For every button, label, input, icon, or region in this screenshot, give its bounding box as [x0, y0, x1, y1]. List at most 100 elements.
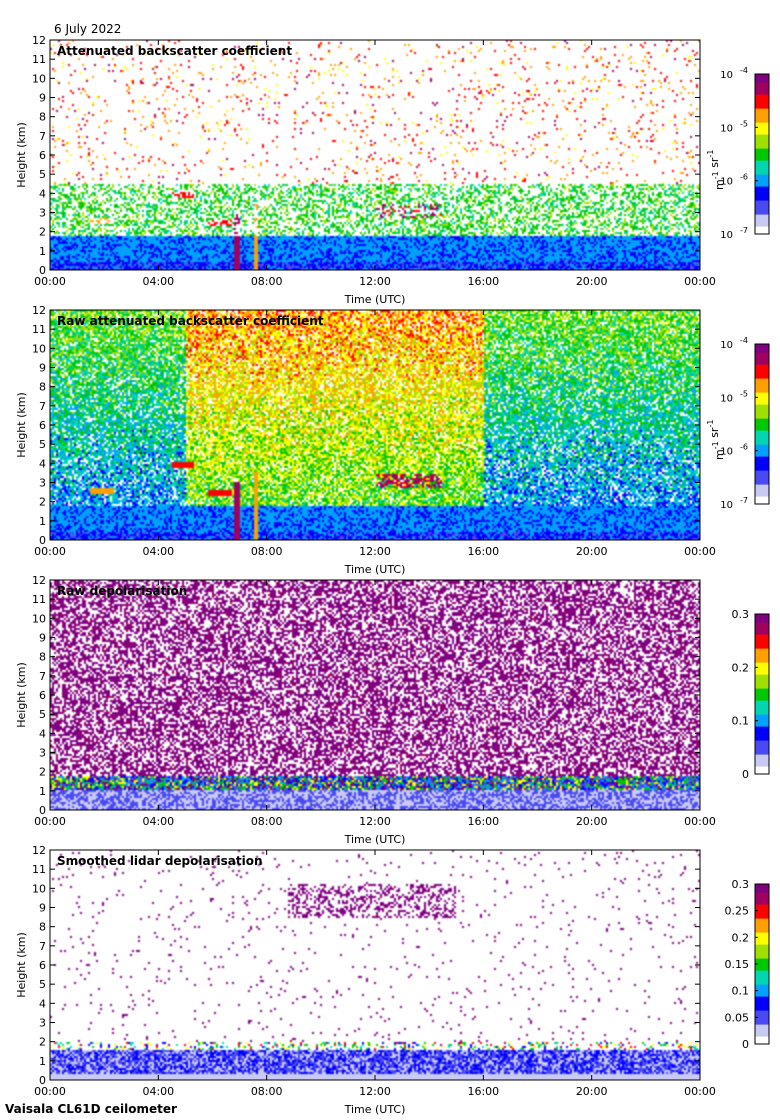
y-axis-label: Height (km): [15, 392, 28, 458]
colorbar-segment: [755, 362, 769, 365]
y-tick-label: 8: [39, 651, 46, 664]
y-tick-label: 4: [39, 187, 46, 200]
colorbar-segment: [755, 886, 769, 889]
x-tick-label: 20:00: [576, 545, 608, 558]
y-tick-label: 5: [39, 168, 46, 181]
colorbar-segment: [755, 934, 769, 937]
colorbar-segment: [755, 444, 769, 447]
colorbar-segment: [755, 752, 769, 755]
colorbar-segment: [755, 132, 769, 135]
colorbar-segment: [755, 226, 769, 229]
x-axis-label: Time (UTC): [344, 563, 406, 576]
colorbar-segment: [755, 120, 769, 123]
heatmap-image: [50, 850, 700, 1080]
colorbar-segment: [755, 620, 769, 623]
colorbar-segment: [755, 90, 769, 93]
colorbar-segment: [755, 1038, 769, 1041]
y-tick-label: 2: [39, 766, 46, 779]
colorbar-segment: [755, 902, 769, 905]
colorbar-segment: [755, 118, 769, 121]
colorbar-segment: [755, 618, 769, 621]
colorbar-segment: [755, 766, 769, 769]
colorbar-segment: [755, 446, 769, 449]
colorbar-segment: [755, 974, 769, 977]
colorbar-segment: [755, 182, 769, 185]
colorbar-segment: [755, 488, 769, 491]
colorbar-segment: [755, 192, 769, 195]
colorbar-segment: [755, 614, 769, 617]
colorbar-segment: [755, 186, 769, 189]
colorbar-segment: [755, 670, 769, 673]
colorbar-segment: [755, 984, 769, 987]
colorbar-segment: [755, 758, 769, 761]
colorbar-segment: [755, 442, 769, 445]
colorbar-segment: [755, 956, 769, 959]
y-tick-label: 0: [39, 804, 46, 817]
colorbar-segment: [755, 96, 769, 99]
colorbar-segment: [755, 972, 769, 975]
colorbar-segment: [755, 360, 769, 363]
colorbar-segment: [755, 1028, 769, 1031]
colorbar-segment: [755, 354, 769, 357]
colorbar-segment: [755, 628, 769, 631]
colorbar-segment: [755, 140, 769, 143]
colorbar-segment: [755, 396, 769, 399]
colorbar-tick-exponent: -4: [740, 336, 748, 345]
colorbar-segment: [755, 412, 769, 415]
colorbar-segment: [755, 154, 769, 157]
colorbar-tick-label: 10: [720, 230, 733, 241]
heatmap-image: [50, 310, 700, 540]
colorbar-segment: [755, 954, 769, 957]
colorbar-segment: [755, 932, 769, 935]
heatmap-image: [50, 40, 700, 270]
y-tick-label: 2: [39, 1036, 46, 1049]
colorbar-segment: [755, 694, 769, 697]
colorbar-segment: [755, 756, 769, 759]
x-tick-label: 00:00: [34, 815, 66, 828]
colorbar-segment: [755, 672, 769, 675]
colorbar-segment: [755, 388, 769, 391]
colorbar-segment: [755, 734, 769, 737]
colorbar-segment: [755, 450, 769, 453]
colorbar-segment: [755, 358, 769, 361]
x-tick-label: 04:00: [142, 545, 174, 558]
colorbar-segment: [755, 906, 769, 909]
x-tick-label: 00:00: [684, 545, 716, 558]
y-tick-label: 12: [32, 574, 46, 587]
colorbar-segment: [755, 1026, 769, 1029]
y-tick-label: 1: [39, 245, 46, 258]
colorbar-segment: [755, 884, 769, 887]
colorbar-segment: [755, 122, 769, 125]
y-tick-label: 1: [39, 1055, 46, 1068]
colorbar-segment: [755, 150, 769, 153]
colorbar-segment: [755, 142, 769, 145]
y-tick-label: 3: [39, 477, 46, 490]
panel-title: Attenuated backscatter coefficient: [57, 44, 292, 58]
y-tick-label: 4: [39, 727, 46, 740]
colorbar-segment: [755, 754, 769, 757]
colorbar: 0 0.1 0.2 0.3: [732, 608, 770, 781]
colorbar-tick-label: 10: [720, 340, 733, 351]
colorbar-segment: [755, 222, 769, 225]
colorbar-segment: [755, 726, 769, 729]
colorbar-segment: [755, 674, 769, 677]
x-tick-label: 12:00: [359, 815, 391, 828]
colorbar-segment: [755, 702, 769, 705]
colorbar-segment: [755, 658, 769, 661]
colorbar-segment: [755, 456, 769, 459]
colorbar-segment: [755, 74, 769, 77]
y-tick-label: 5: [39, 978, 46, 991]
colorbar-segment: [755, 676, 769, 679]
colorbar-segment: [755, 188, 769, 191]
colorbar-segment: [755, 194, 769, 197]
y-tick-label: 8: [39, 381, 46, 394]
colorbar-segment: [755, 1018, 769, 1021]
colorbar-segment: [755, 638, 769, 641]
colorbar-segment: [755, 200, 769, 203]
y-axis-label: Height (km): [15, 932, 28, 998]
colorbar-segment: [755, 986, 769, 989]
colorbar-segment: [755, 1002, 769, 1005]
colorbar-segment: [755, 922, 769, 925]
colorbar-segment: [755, 454, 769, 457]
y-tick-label: 11: [32, 863, 46, 876]
